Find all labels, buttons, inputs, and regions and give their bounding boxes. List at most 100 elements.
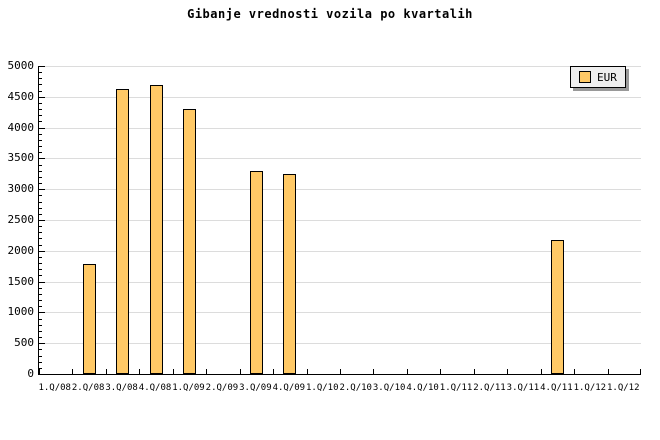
y-tick-minor xyxy=(39,195,42,196)
y-tick-minor xyxy=(39,306,42,307)
y-tick-major xyxy=(39,158,45,159)
y-tick-major xyxy=(39,312,45,313)
x-tick xyxy=(340,369,341,374)
y-tick-major xyxy=(39,189,45,190)
y-tick-minor xyxy=(39,72,42,73)
y-tick-minor xyxy=(39,208,42,209)
y-tick-minor xyxy=(39,337,42,338)
y-tick-minor xyxy=(39,171,42,172)
x-axis-label: 4.Q/10 xyxy=(406,383,439,393)
y-tick-major xyxy=(39,128,45,129)
x-axis-label: 1.Q/08 xyxy=(38,383,71,393)
x-axis-label: 3.Q/09 xyxy=(239,383,272,393)
bar-4.Q/09 xyxy=(283,174,296,374)
x-axis-label: 4.Q/08 xyxy=(138,383,172,393)
y-tick-minor xyxy=(39,214,42,215)
x-axis-label: 1.Q/11 xyxy=(439,383,473,393)
y-tick-minor xyxy=(39,331,42,332)
y-gridline xyxy=(39,189,641,190)
y-axis-label: 4000 xyxy=(7,121,35,134)
y-tick-major xyxy=(39,66,45,67)
y-gridline xyxy=(39,343,641,344)
y-tick-minor xyxy=(39,202,42,203)
y-tick-minor xyxy=(39,349,42,350)
y-tick-minor xyxy=(39,103,42,104)
x-tick xyxy=(39,369,40,374)
y-tick-major xyxy=(39,97,45,98)
bar-3.Q/09 xyxy=(250,171,263,374)
x-tick xyxy=(173,369,174,374)
y-tick-major xyxy=(39,282,45,283)
x-tick xyxy=(273,369,274,374)
y-axis-label: 2500 xyxy=(7,213,35,226)
y-tick-minor xyxy=(39,146,42,147)
x-axis-label: 2.Q/11 xyxy=(473,383,506,393)
y-axis-label: 500 xyxy=(14,336,34,349)
y-axis-label: 1000 xyxy=(7,305,35,318)
y-gridline xyxy=(39,128,641,129)
x-axis-label: 3.Q/11 xyxy=(506,383,540,393)
x-tick xyxy=(307,369,308,374)
x-tick xyxy=(440,369,441,374)
legend: EUR xyxy=(570,66,626,88)
y-tick-minor xyxy=(39,263,42,264)
bar-4.Q/08 xyxy=(150,85,163,374)
y-axis-label: 2000 xyxy=(7,244,35,257)
y-axis-label: 3500 xyxy=(7,151,35,164)
x-tick xyxy=(206,369,207,374)
y-tick-minor xyxy=(39,226,42,227)
y-axis-label: 4500 xyxy=(7,90,35,103)
bar-1.Q/09 xyxy=(183,109,196,374)
y-gridline xyxy=(39,158,641,159)
y-tick-minor xyxy=(39,362,42,363)
y-tick-minor xyxy=(39,325,42,326)
x-tick xyxy=(608,369,609,374)
bar-2.Q/08 xyxy=(83,264,96,374)
y-axis-label: 1500 xyxy=(7,275,35,288)
y-tick-minor xyxy=(39,275,42,276)
y-tick-minor xyxy=(39,78,42,79)
y-tick-minor xyxy=(39,177,42,178)
x-axis-label: 3.Q/10 xyxy=(372,383,406,393)
x-axis-label: 1.Q/12 xyxy=(607,383,640,393)
x-tick xyxy=(240,369,241,374)
x-tick xyxy=(507,369,508,374)
plot-area xyxy=(38,66,641,375)
x-tick xyxy=(474,369,475,374)
x-tick xyxy=(373,369,374,374)
x-tick xyxy=(640,369,641,374)
y-tick-minor xyxy=(39,356,42,357)
legend-swatch-icon xyxy=(579,71,591,83)
x-axis-label: 1.Q/10 xyxy=(306,383,339,393)
y-tick-minor xyxy=(39,152,42,153)
y-tick-major xyxy=(39,343,45,344)
x-axis-label: 1.Q/09 xyxy=(172,383,205,393)
x-tick xyxy=(574,369,575,374)
y-tick-minor xyxy=(39,121,42,122)
y-axis-label: 0 xyxy=(27,367,34,380)
y-tick-minor xyxy=(39,368,42,369)
x-tick xyxy=(407,369,408,374)
chart-title: Gibanje vrednosti vozila po kvartalih xyxy=(187,7,473,21)
y-tick-minor xyxy=(39,165,42,166)
x-tick xyxy=(72,369,73,374)
x-axis-label: 2.Q/09 xyxy=(205,383,239,393)
y-tick-minor xyxy=(39,300,42,301)
y-gridline xyxy=(39,97,641,98)
y-gridline xyxy=(39,312,641,313)
x-tick xyxy=(139,369,140,374)
x-axis-label: 3.Q/08 xyxy=(105,383,138,393)
y-tick-minor xyxy=(39,288,42,289)
y-tick-minor xyxy=(39,84,42,85)
y-tick-major xyxy=(39,220,45,221)
x-axis-label: 2.Q/10 xyxy=(339,383,372,393)
y-gridline xyxy=(39,66,641,67)
y-gridline xyxy=(39,251,641,252)
y-tick-minor xyxy=(39,319,42,320)
y-tick-minor xyxy=(39,91,42,92)
y-tick-minor xyxy=(39,115,42,116)
y-tick-minor xyxy=(39,232,42,233)
y-tick-major xyxy=(39,374,45,375)
x-axis-label: 4.Q/09 xyxy=(272,383,306,393)
